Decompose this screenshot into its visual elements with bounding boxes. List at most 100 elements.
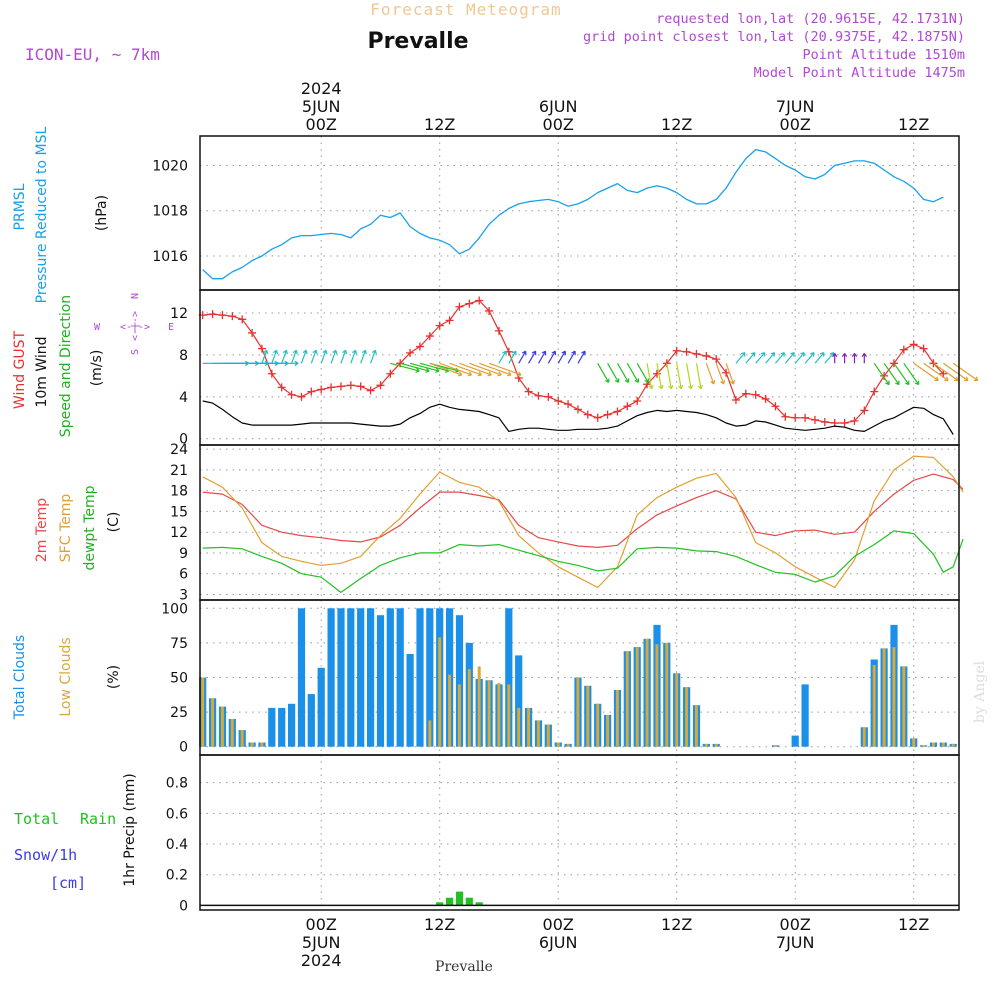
precip-labels: Total Rain Snow/1h [cm] 1hr Precip (mm): [14, 773, 138, 892]
time-label-top: 12Z: [661, 115, 692, 134]
gust-marker: [287, 390, 296, 399]
wind-arrows: [202, 349, 979, 390]
wind-arrow: [755, 352, 766, 364]
gust-marker: [761, 394, 770, 403]
wind-arrow: [903, 362, 920, 386]
low-cloud-bar: [250, 742, 254, 747]
wind-arrow: [735, 352, 746, 364]
gust-marker: [435, 321, 444, 330]
low-cloud-bar: [635, 647, 639, 747]
rain-total-label: Total: [14, 810, 59, 828]
time-label-bottom: 6JUN: [539, 933, 578, 952]
wind-arrow: [784, 352, 795, 364]
sfc-label: SFC Temp: [58, 494, 74, 563]
gust-marker: [248, 328, 257, 337]
wind-arrow: [656, 363, 664, 390]
gust-marker: [751, 390, 760, 399]
gust-marker: [307, 387, 316, 396]
station-title: Prevalle: [367, 29, 468, 54]
gust-marker: [534, 391, 543, 400]
gust-marker: [228, 312, 237, 321]
wind-arrow: [745, 352, 756, 364]
low-cloud-bar: [773, 745, 777, 747]
wind-arrow: [409, 362, 440, 373]
wind-arrow: [567, 350, 576, 364]
wind-arrow: [252, 360, 299, 367]
time-label-top: 12Z: [898, 115, 929, 134]
gust-marker: [445, 316, 454, 325]
y-tick-label: 6: [179, 567, 188, 583]
gust-marker: [889, 359, 898, 368]
gust-marker: [297, 392, 306, 401]
y-tick-label: 75: [170, 636, 188, 652]
total-cloud-bar: [406, 654, 414, 747]
total-cloud-bar: [515, 655, 523, 747]
time-label-top: 6JUN: [539, 97, 578, 116]
gridpoint-lonlat: grid point closest lon,lat (20.9375E, 42…: [583, 29, 965, 45]
speed-dir-label: Speed and Direction: [58, 295, 74, 437]
gust-marker: [356, 382, 365, 391]
wind-arrow: [705, 363, 716, 385]
wind-compass: N <-|-> S W <-|-> E: [94, 293, 174, 355]
compass-w: W: [94, 322, 101, 333]
gust-marker: [741, 389, 750, 398]
model-altitude: Model Point Altitude 1475m: [754, 65, 965, 81]
gust-marker: [386, 369, 395, 378]
wind-arrow: [291, 349, 298, 364]
low-cloud-bar: [596, 703, 600, 747]
low-cloud-bar: [892, 647, 896, 747]
wind-arrow: [775, 352, 785, 364]
gust-marker: [672, 346, 681, 355]
total-cloud-bar: [376, 615, 385, 747]
gust-marker: [475, 296, 484, 305]
low-cloud-bar: [467, 669, 471, 747]
total-cloud-bar: [367, 608, 375, 747]
wind-arrow: [841, 352, 848, 364]
wind-labels: Wind GUST 10m Wind Speed and Direction (…: [12, 293, 174, 437]
rain-bar: [436, 902, 444, 906]
gust-marker: [327, 383, 336, 392]
total-cloud-bar: [455, 615, 464, 747]
wind-arrow: [676, 363, 684, 390]
gust-marker: [336, 382, 345, 391]
gust-marker: [880, 371, 889, 380]
wind-arrow: [851, 352, 858, 364]
wind-arrow: [478, 362, 512, 377]
wind-arrow: [923, 362, 949, 382]
gust-marker: [682, 347, 691, 356]
total-cloud-bar: [347, 608, 355, 747]
gust-marker: [731, 395, 740, 404]
wind-arrow: [439, 362, 473, 377]
gust-marker: [267, 369, 276, 378]
y-tick-label: 0: [179, 740, 188, 756]
y-tick-label: 9: [179, 546, 188, 562]
forecast-title: Forecast Meteogram: [370, 0, 561, 19]
total-cloud-bar: [505, 608, 513, 747]
rain-bar: [455, 891, 464, 906]
y-tick-label: 0.4: [166, 837, 188, 853]
wind-arrow: [310, 349, 318, 364]
gust-marker: [909, 340, 918, 349]
total-cloud-bar: [317, 667, 325, 747]
wind-arrow: [893, 362, 910, 386]
gust-marker: [810, 415, 819, 424]
low-cloud-bar: [922, 745, 926, 747]
wind10-label: 10m Wind: [34, 336, 50, 407]
total-cloud-bar: [307, 694, 315, 747]
low-cloud-bar: [862, 727, 866, 747]
time-label-top: 5JUN: [302, 97, 341, 116]
gust-marker: [633, 397, 642, 406]
low-cloud-bar: [576, 677, 580, 747]
gust-line: [202, 299, 944, 424]
gust-marker: [652, 369, 661, 378]
rain-label: Rain: [80, 810, 116, 828]
grid-lines: [200, 136, 959, 910]
y-tick-label: 12: [170, 525, 188, 541]
prmsl-name: PRMSL: [12, 183, 28, 230]
y-tick-label: 50: [170, 671, 188, 687]
gust-marker: [712, 355, 721, 364]
gust-marker: [771, 402, 780, 411]
total-cloud-bar: [268, 707, 276, 747]
low-cloud-bar: [497, 683, 501, 747]
wind-arrow: [498, 350, 507, 364]
